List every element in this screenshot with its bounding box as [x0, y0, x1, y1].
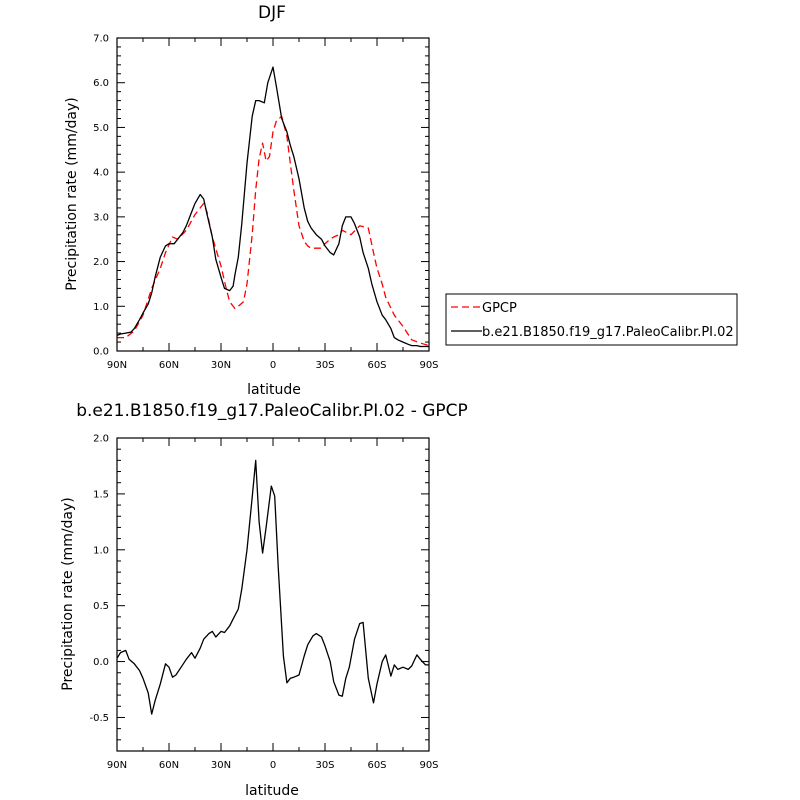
- y-tick-label: 0.0: [93, 347, 109, 358]
- x-tick-label: 90N: [107, 760, 127, 771]
- series-line-0: [117, 115, 430, 347]
- y-tick-label: 6.0: [93, 78, 109, 89]
- y-tick-label: 2.0: [93, 257, 109, 268]
- chart-panel-bottom: b.e21.B1850.f19_g17.PaleoCalibr.PI.02 - …: [60, 401, 468, 799]
- y-tick-label: 5.0: [93, 123, 109, 134]
- chart-title: b.e21.B1850.f19_g17.PaleoCalibr.PI.02 - …: [76, 401, 468, 421]
- y-tick-label: 0.0: [93, 657, 109, 668]
- y-tick-label: 2.0: [93, 434, 109, 445]
- y-tick-label: 7.0: [93, 34, 109, 45]
- legend: GPCP b.e21.B1850.f19_g17.PaleoCalibr.PI.…: [445, 293, 738, 346]
- chart-panel-top: DJF latitude Precipitation rate (mm/day)…: [64, 3, 738, 398]
- x-tick-label: 30S: [315, 360, 334, 371]
- x-tick-label: 60N: [159, 360, 179, 371]
- x-tick-label: 30S: [315, 760, 334, 771]
- plot-frame: [116, 37, 430, 352]
- legend-box: [445, 293, 738, 346]
- legend-label-gpcp: GPCP: [482, 301, 517, 316]
- x-axis-label: latitude: [247, 382, 301, 398]
- x-axis-label: latitude: [245, 783, 299, 799]
- y-tick-label: -0.5: [89, 713, 109, 724]
- x-tick-label: 60N: [159, 760, 179, 771]
- series-line-1: [116, 66, 429, 348]
- legend-label-model: b.e21.B1850.f19_g17.PaleoCalibr.PI.02: [482, 325, 734, 340]
- x-tick-label: 60S: [367, 360, 386, 371]
- x-tick-label: 30N: [211, 360, 231, 371]
- y-tick-label: 1.0: [93, 302, 109, 313]
- y-tick-label: 1.0: [93, 545, 109, 556]
- y-tick-label: 4.0: [93, 168, 109, 179]
- x-tick-label: 60S: [367, 760, 386, 771]
- series-line-0: [116, 459, 429, 715]
- y-tick-label: 3.0: [93, 212, 109, 223]
- y-axis-label: Precipitation rate (mm/day): [64, 97, 80, 291]
- y-axis-label: Precipitation rate (mm/day): [60, 497, 76, 691]
- plot-frame: [116, 437, 430, 752]
- x-tick-label: 0: [270, 360, 276, 371]
- x-tick-label: 0: [270, 760, 276, 771]
- y-tick-label: 1.5: [93, 489, 109, 500]
- x-tick-label: 90S: [419, 760, 438, 771]
- y-tick-label: 0.5: [93, 601, 109, 612]
- chart-title: DJF: [258, 3, 286, 23]
- x-tick-label: 90S: [419, 360, 438, 371]
- x-tick-label: 30N: [211, 760, 231, 771]
- x-tick-label: 90N: [107, 360, 127, 371]
